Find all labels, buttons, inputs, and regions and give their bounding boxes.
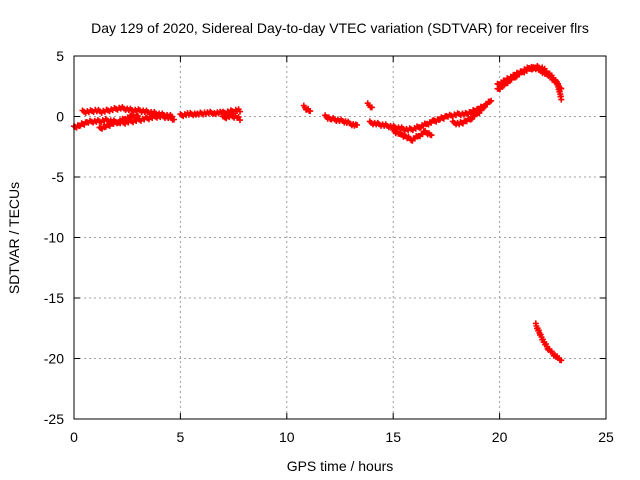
x-tick-label: 25 [598, 429, 614, 445]
y-tick-label: -10 [44, 230, 64, 246]
series-track-14 [532, 320, 565, 364]
series-track-5 [220, 112, 243, 124]
series-track-6 [300, 102, 314, 115]
y-tick-label: 0 [56, 109, 64, 125]
series-track-8 [364, 100, 375, 111]
point-markers [177, 106, 243, 120]
point-markers [364, 100, 375, 111]
series-track-2 [79, 104, 175, 120]
chart-title: Day 129 of 2020, Sidereal Day-to-day VTE… [91, 20, 589, 36]
series-track-10 [390, 126, 435, 144]
point-markers [494, 63, 565, 103]
point-markers [449, 102, 488, 128]
series-track-4 [177, 106, 243, 120]
point-markers [532, 320, 565, 364]
series-track-3 [96, 112, 141, 132]
series-track-11 [449, 102, 488, 128]
y-tick-label: 5 [56, 48, 64, 64]
point-markers [300, 102, 314, 115]
point-markers [96, 112, 141, 132]
x-tick-label: 10 [279, 429, 295, 445]
y-tick-label: -5 [52, 169, 65, 185]
x-tick-label: 20 [492, 429, 508, 445]
data-points [71, 63, 565, 364]
y-axis-label: SDTVAR / TECUs [6, 182, 22, 294]
y-tick-label: -15 [44, 290, 64, 306]
series-track-13 [494, 63, 565, 103]
point-markers [390, 126, 435, 144]
x-tick-label: 15 [385, 429, 401, 445]
point-markers [220, 112, 243, 124]
x-tick-label: 5 [177, 429, 185, 445]
y-tick-label: -25 [44, 411, 64, 427]
point-markers [79, 104, 175, 120]
grid [74, 56, 606, 419]
y-tick-label: -20 [44, 351, 64, 367]
axes-ticks: 0 5 10 15 20 25 5 0 -5 -10 -15 -20 -25 [44, 48, 614, 445]
point-markers [322, 112, 360, 129]
series-track-7 [322, 112, 360, 129]
x-tick-label: 0 [70, 429, 78, 445]
plot-frame [73, 55, 607, 420]
x-axis-label: GPS time / hours [287, 458, 394, 474]
